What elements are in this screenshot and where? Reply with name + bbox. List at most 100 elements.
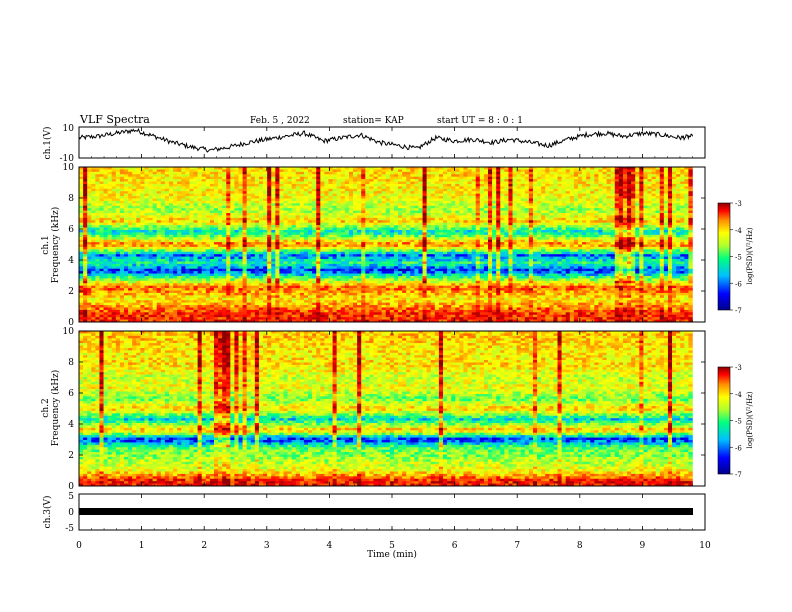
spectrogram-cell [443,174,448,177]
spectrogram-cell [303,205,309,209]
spectrogram-cell [177,198,182,202]
spectrogram-cell [193,227,198,231]
spectrogram-cell [250,215,256,219]
spectrogram-cell [402,210,407,214]
spectrogram-cell [173,169,178,173]
spectrogram-cell [189,232,194,236]
spectrogram-cell [663,208,669,211]
spectrogram-cell [373,183,378,187]
spectrogram-cell [549,210,554,214]
spectrogram-cell [107,239,113,243]
spectrogram-cell [655,176,661,180]
spectrogram-cell [402,203,407,207]
spectrogram-cell [218,174,223,177]
spectrogram-cell [193,242,198,245]
spectrogram-cell [103,239,108,243]
spectrogram-cell [406,193,411,197]
spectrogram-cell [332,167,337,170]
spectrogram-cell [385,203,391,207]
spectrogram-cell [655,186,661,190]
spectrogram-cell [95,193,100,197]
spectrogram-cell [111,181,117,185]
spectrogram-cell [234,237,239,240]
spectrogram-cell [295,208,301,211]
spectrogram-cell [622,196,628,199]
spectrogram-cell [586,183,591,187]
spectrogram-cell [226,188,231,192]
spectrogram-cell [381,179,387,182]
spectrogram-cell [83,222,88,226]
spectrogram-cell [263,237,268,240]
spectrogram-cell [353,244,358,248]
spectrogram-cell [545,244,550,248]
spectrogram-cell [577,205,583,209]
spectrogram-cell [672,183,677,187]
spectrogram-cell [618,183,624,187]
spectrogram-cell [684,171,689,175]
spectrogram-cell [312,179,317,182]
spectrogram-cell [152,217,158,221]
spectrogram-cell [410,232,415,236]
spectrogram-cell [79,167,84,170]
spectrogram-cell [565,242,571,245]
spectrogram-cell [115,215,121,219]
spectrogram-cell [218,222,223,226]
spectrogram-cell [520,176,526,180]
spectrogram-cell [115,239,121,243]
spectrogram-cell [357,181,362,185]
spectrogram-cell [659,200,665,204]
spectrogram-cell [291,193,297,197]
spectrogram-cell [532,225,538,228]
spectrogram-cell [508,232,513,236]
spectrogram-cell [487,174,493,177]
spectrogram-cell [177,242,182,245]
spectrogram-cell [79,181,84,185]
spectrogram-cell [528,205,534,209]
spectrogram-cell [438,234,444,238]
spectrogram-cell [610,208,616,211]
spectrogram-cell [651,215,656,219]
spectrogram-cell [410,183,415,187]
spectrogram-cell [205,217,211,221]
spectrogram-cell [631,244,636,248]
spectrogram-cell [434,229,440,233]
spectrogram-cell [483,213,489,216]
spectrogram-cell [275,208,280,211]
spectrogram-cell [610,225,616,228]
spectrogram-cell [426,183,432,187]
spectrogram-cell [651,205,656,209]
spectrogram-cell [512,205,517,209]
spectrogram-cell [643,234,648,238]
spectrogram-cell [132,217,137,221]
spectrogram-cell [324,176,329,180]
spectrogram-cell [213,217,219,221]
spectrogram-cell [684,222,689,226]
spectrogram-cell [520,205,526,209]
spectrogram-cell [254,244,260,248]
spectrogram-cell [422,229,427,233]
spectrogram-cell [631,225,636,228]
spectrogram-cell [213,244,219,248]
spectrogram-cell [443,210,448,214]
spectrogram-cell [602,229,607,233]
spectrogram-cell [573,169,579,173]
spectrogram-cell [565,232,571,236]
spectrogram-cell [573,186,579,190]
spectrogram-cell [140,179,145,182]
spectrogram-cell [201,191,207,194]
spectrogram-cell [406,169,411,173]
spectrogram-cell [193,174,198,177]
spectrogram-cell [238,186,243,190]
spectrogram-cell [590,203,595,207]
spectrogram-cell [602,227,607,231]
spectrogram-cell [365,232,370,236]
spectrogram-cell [651,203,656,207]
spectrogram-cell [639,179,644,182]
spectrogram-cell [291,203,297,207]
spectrogram-cell [418,215,423,219]
spectrogram-cell [201,179,207,182]
spectrogram-cell [561,220,566,223]
spectrogram-cell [639,208,644,211]
spectrogram-cell [680,183,685,187]
spectrogram-cell [340,188,346,192]
